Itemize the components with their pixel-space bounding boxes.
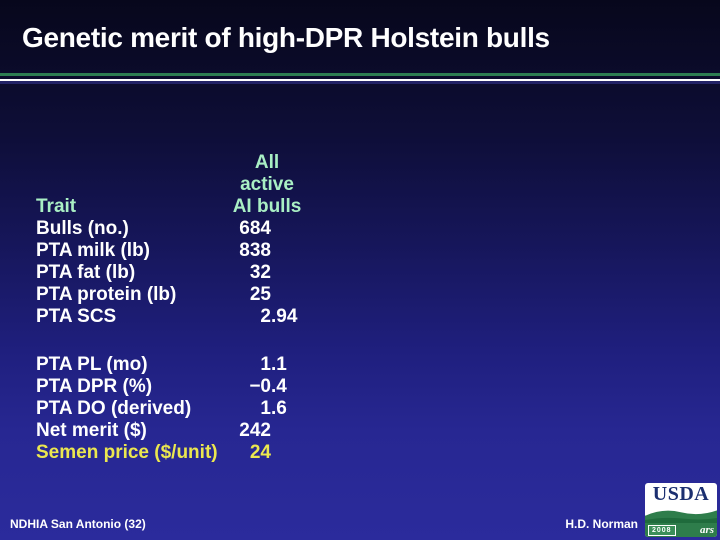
trait-table: Trait All active AI bulls Bulls (no.) 684… xyxy=(36,152,366,464)
usda-field-swoosh-icon xyxy=(645,508,717,523)
trait-value: 1.1 xyxy=(260,354,287,375)
trait-value: 24 xyxy=(249,442,271,463)
trait-value: 242 xyxy=(239,420,271,441)
table-row: PTA SCS 2.94 xyxy=(36,306,366,328)
usda-logo-bottom-bar: 2008 ars xyxy=(645,523,717,537)
value-header-line-3: AI bulls xyxy=(232,196,302,217)
table-row: PTA DPR (%) −0.4 xyxy=(36,376,366,398)
value-header-line-1: All xyxy=(254,152,280,173)
table-row: PTA PL (mo) 1.1 xyxy=(36,354,366,376)
ars-agency-icon: ars xyxy=(699,523,714,536)
table-header: Trait All active AI bulls xyxy=(36,152,366,218)
table-row: Semen price ($/unit) 24 xyxy=(36,442,366,464)
trait-value: 1.6 xyxy=(260,398,287,419)
table-row: PTA protein (lb) 25 xyxy=(36,284,366,306)
footer-author: H.D. Norman xyxy=(565,517,638,531)
footer-credit-left: NDHIA San Antonio (32) xyxy=(10,517,146,531)
divider-line-white xyxy=(0,79,720,81)
trait-value: 838 xyxy=(239,240,271,261)
table-row: Bulls (no.) 684 xyxy=(36,218,366,240)
trait-label: PTA SCS xyxy=(36,306,117,327)
trait-label: PTA DO (derived) xyxy=(36,398,192,419)
value-header-line-2: active xyxy=(240,174,294,195)
trait-column-header: Trait xyxy=(36,196,77,217)
table-row: PTA milk (lb) 838 xyxy=(36,240,366,262)
table-row: PTA fat (lb) 32 xyxy=(36,262,366,284)
slide-title: Genetic merit of high-DPR Holstein bulls xyxy=(22,22,550,53)
divider-line-shadow xyxy=(0,81,720,84)
trait-label: Bulls (no.) xyxy=(36,218,129,239)
table-row: Net merit ($) 242 xyxy=(36,420,366,442)
trait-label: Net merit ($) xyxy=(36,420,147,441)
trait-label: Semen price ($/unit) xyxy=(36,442,218,463)
value-column-header: All active AI bulls xyxy=(210,152,324,218)
trait-label: PTA protein (lb) xyxy=(36,284,177,305)
usda-logo-text: USDA xyxy=(652,483,710,505)
table-row: PTA DO (derived) 1.6 xyxy=(36,398,366,420)
trait-value: 25 xyxy=(249,284,271,305)
logo-year-badge: 2008 xyxy=(648,524,676,536)
trait-value: 32 xyxy=(249,262,271,283)
trait-value: 684 xyxy=(239,218,271,239)
trait-label: PTA milk (lb) xyxy=(36,240,150,261)
trait-value: 2.94 xyxy=(260,306,298,327)
trait-label: PTA fat (lb) xyxy=(36,262,136,283)
divider-line-green xyxy=(0,73,720,76)
trait-label: PTA PL (mo) xyxy=(36,354,148,375)
trait-label: PTA DPR (%) xyxy=(36,376,153,397)
usda-logo: USDA 2008 ars xyxy=(645,483,717,537)
trait-value: −0.4 xyxy=(249,376,287,397)
table-body: Bulls (no.) 684 PTA milk (lb) 838 PTA fat (l… xyxy=(36,218,366,464)
